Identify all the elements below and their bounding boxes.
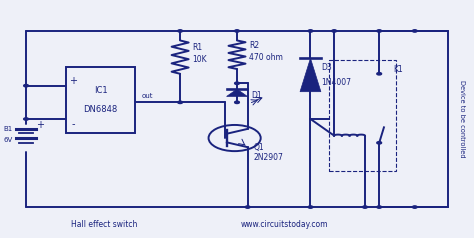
Circle shape bbox=[377, 73, 382, 75]
Circle shape bbox=[308, 30, 313, 32]
Circle shape bbox=[377, 142, 382, 144]
Circle shape bbox=[235, 101, 239, 104]
Bar bbox=[66, 67, 135, 133]
Text: 1N4007: 1N4007 bbox=[321, 78, 351, 87]
Text: Device to be controlled: Device to be controlled bbox=[459, 80, 465, 158]
Text: D1: D1 bbox=[251, 91, 262, 100]
Polygon shape bbox=[227, 89, 247, 96]
Circle shape bbox=[235, 82, 239, 84]
Circle shape bbox=[24, 84, 28, 87]
Circle shape bbox=[178, 30, 182, 32]
Text: 470 ohm: 470 ohm bbox=[249, 53, 283, 62]
Text: -: - bbox=[72, 119, 75, 129]
Text: www.circuitstoday.com: www.circuitstoday.com bbox=[241, 220, 328, 229]
Text: IC1: IC1 bbox=[94, 86, 108, 95]
Text: DN6848: DN6848 bbox=[83, 105, 118, 114]
Text: K1: K1 bbox=[393, 64, 403, 74]
Bar bbox=[329, 60, 396, 171]
Text: B1: B1 bbox=[3, 125, 13, 132]
Text: out: out bbox=[141, 93, 153, 99]
Circle shape bbox=[412, 206, 417, 208]
Text: R1: R1 bbox=[192, 43, 202, 52]
Circle shape bbox=[412, 30, 417, 32]
Text: R2: R2 bbox=[249, 41, 259, 50]
Circle shape bbox=[24, 118, 28, 120]
Circle shape bbox=[363, 206, 367, 208]
Circle shape bbox=[235, 30, 239, 32]
Text: +: + bbox=[36, 120, 45, 130]
Circle shape bbox=[308, 206, 313, 208]
Circle shape bbox=[245, 206, 250, 208]
Circle shape bbox=[178, 101, 182, 104]
Circle shape bbox=[377, 206, 382, 208]
Text: 6V: 6V bbox=[3, 137, 13, 144]
Circle shape bbox=[377, 30, 382, 32]
Text: Hall effect switch: Hall effect switch bbox=[71, 220, 137, 229]
Text: 10K: 10K bbox=[192, 55, 207, 64]
Text: Q1: Q1 bbox=[254, 143, 264, 152]
Text: +: + bbox=[70, 76, 77, 86]
Circle shape bbox=[332, 30, 337, 32]
Polygon shape bbox=[300, 58, 321, 92]
Text: 2N2907: 2N2907 bbox=[254, 153, 283, 162]
Text: D3: D3 bbox=[321, 63, 332, 72]
